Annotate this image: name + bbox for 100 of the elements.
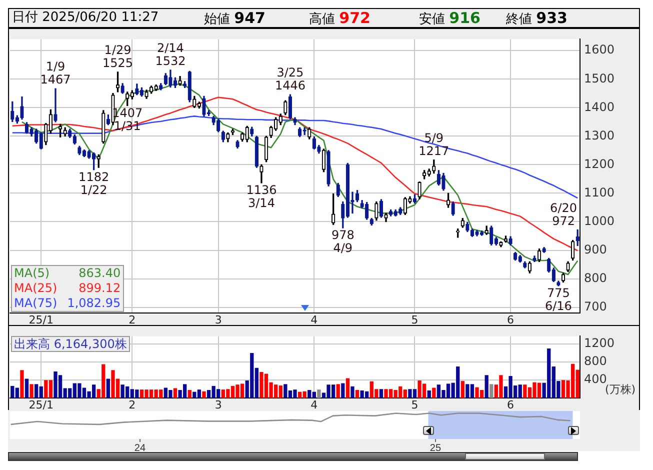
candlestick (274, 117, 278, 131)
candlestick (336, 182, 340, 197)
candlestick (188, 70, 192, 102)
candlestick (360, 200, 364, 208)
bar (484, 375, 488, 398)
bar (202, 391, 206, 398)
x-tick-label: 24 (134, 442, 146, 454)
annotation: 1,082.95 (67, 296, 121, 311)
bar (341, 383, 345, 398)
y-tick-label: 800 (584, 354, 607, 368)
y-tick-label: 1500 (584, 71, 615, 86)
candlestick (570, 240, 575, 261)
bar (317, 390, 321, 398)
candlestick (288, 94, 292, 120)
candlestick (39, 132, 43, 150)
bar (350, 386, 354, 398)
annotation: 5/9 1217 (418, 130, 450, 158)
bar (432, 388, 436, 398)
x-tick-label: 25/1 (28, 313, 54, 326)
bar (460, 380, 464, 398)
candlestick (126, 92, 130, 106)
x-tick-label: 4 (310, 313, 318, 326)
annotation: 978 4/9 (331, 228, 354, 256)
candlestick (106, 114, 110, 126)
candlestick (140, 87, 144, 97)
x-tick-label: 6 (507, 398, 514, 412)
candlestick (355, 190, 360, 202)
annotation: 1/29 1525 (102, 43, 134, 70)
x-tick-label: 5 (411, 398, 418, 412)
candlestick (130, 90, 134, 100)
candlestick (96, 154, 100, 168)
candlestick (537, 248, 542, 262)
candlestick (508, 236, 512, 246)
y-tick-label: 1400 (584, 100, 615, 114)
annotation: 863.40 (78, 266, 121, 281)
candlestick (432, 160, 436, 174)
candlestick (312, 136, 316, 150)
candlestick (518, 255, 522, 263)
bar (355, 390, 360, 398)
candlestick (58, 124, 62, 138)
candlestick (236, 140, 240, 148)
candlestick (173, 77, 178, 88)
candlestick (322, 148, 326, 172)
y-tick-label: 1100 (584, 185, 615, 200)
candlestick (144, 90, 148, 99)
y-tick-label: 1600 (584, 42, 615, 57)
candlestick (388, 209, 393, 216)
candlestick (504, 236, 508, 243)
x-tick-label: 3 (214, 313, 222, 326)
x-tick-label: 2 (128, 313, 136, 326)
y-tick-label: 1000 (584, 214, 615, 228)
y-axis-title: (万株) (605, 383, 636, 397)
annotation: 3/25 1446 (274, 66, 306, 93)
candlestick (384, 212, 388, 222)
annotation: 2/14 1532 (155, 41, 186, 68)
candlestick (317, 144, 321, 154)
candlestick (278, 114, 282, 126)
candlestick (92, 152, 96, 170)
x-tick-label: 25/1 (28, 398, 54, 412)
annotation: 899.12 (78, 281, 121, 296)
annotation: 1136 3/14 (246, 183, 277, 210)
x-tick-label: 2 (128, 398, 136, 412)
x-tick-label: 5 (411, 313, 418, 326)
x-tick-label: 25 (430, 442, 442, 454)
candlestick (72, 134, 76, 144)
candlestick (374, 201, 378, 221)
candlestick (326, 150, 330, 186)
candlestick (451, 201, 455, 216)
text: MA(25) (14, 281, 58, 296)
candlestick (408, 196, 412, 204)
candlestick (250, 126, 254, 136)
candlestick (556, 280, 560, 286)
candlestick (221, 130, 225, 142)
x-tick-label: 6 (507, 313, 514, 326)
bar (24, 378, 29, 398)
y-tick-label: 700 (584, 299, 607, 314)
candlestick (116, 72, 120, 92)
candlestick (532, 256, 536, 262)
candlestick (331, 193, 336, 225)
candlestick (284, 100, 288, 116)
candlestick (561, 272, 566, 283)
candlestick (446, 192, 450, 208)
y-tick-label: 800 (584, 270, 607, 285)
candlestick (212, 116, 216, 126)
candlestick (542, 247, 546, 253)
bar (336, 384, 340, 398)
candlestick (68, 128, 72, 138)
candlestick (149, 86, 154, 94)
text: 始値 947 (204, 9, 266, 27)
candlestick (260, 164, 264, 184)
candlestick (178, 76, 182, 86)
bar (346, 378, 350, 398)
bar (106, 378, 110, 398)
bar (188, 390, 192, 398)
text: 安値 916 (419, 9, 480, 27)
text: 終値 933 (506, 9, 568, 27)
annotation: 1182 1/22 (78, 170, 110, 197)
candlestick (456, 228, 460, 238)
candlestick (216, 118, 220, 132)
candlestick (499, 241, 503, 248)
